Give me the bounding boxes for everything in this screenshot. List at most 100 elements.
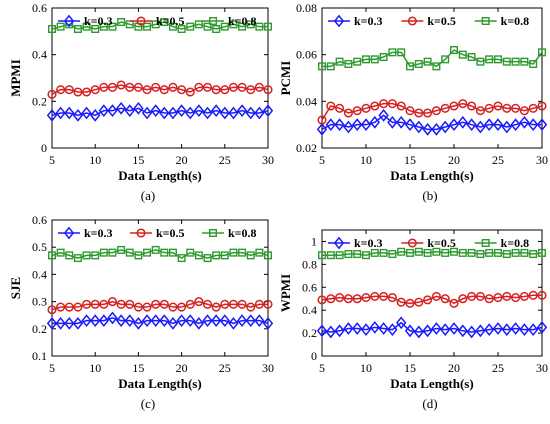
- data-point: [493, 101, 503, 111]
- data-point: [245, 106, 256, 120]
- data-point: [361, 103, 371, 113]
- data-point: [404, 324, 416, 338]
- data-point: [246, 85, 256, 95]
- data-point: [378, 108, 389, 122]
- data-point: [449, 101, 459, 111]
- data-point: [316, 122, 328, 136]
- y-tick-label: 0.1: [32, 349, 47, 363]
- data-point: [334, 324, 345, 338]
- panel-b: 5 10 15 20 25 30 0.02 0.04 0.06 0.08 Data Length(s…: [278, 1, 548, 203]
- panel-d: 5 10 15 20 25 30 0 0.2 0.4 0.6 0.8 1 Data Length(s) W…: [278, 229, 548, 411]
- y-tick-label: 0.4: [32, 267, 47, 281]
- data-point: [185, 87, 195, 97]
- data-point: [203, 22, 212, 31]
- panel-caption: (d): [422, 396, 437, 411]
- legend-entry: k=0.3: [354, 14, 383, 28]
- data-point: [46, 108, 58, 122]
- data-point: [466, 325, 477, 339]
- data-point: [520, 248, 529, 257]
- data-point: [450, 46, 459, 55]
- data-point: [142, 85, 152, 95]
- data-point: [246, 20, 255, 29]
- plot-frame: [51, 7, 269, 149]
- data-point: [143, 248, 152, 257]
- series-k=0.5: [317, 99, 547, 125]
- series-line: [321, 321, 543, 333]
- data-point: [47, 305, 57, 315]
- data-point: [449, 298, 459, 308]
- data-point: [458, 99, 468, 109]
- x-tick-label: 30: [536, 153, 548, 167]
- series-line: [51, 249, 269, 259]
- data-point: [378, 322, 389, 335]
- data-point: [228, 82, 238, 92]
- data-point: [108, 22, 117, 31]
- x-tick-label: 10: [360, 361, 372, 375]
- data-point: [458, 50, 467, 59]
- data-point: [151, 82, 161, 92]
- data-point: [177, 85, 187, 95]
- data-point: [537, 290, 547, 300]
- data-point: [116, 80, 126, 90]
- data-point: [448, 322, 460, 335]
- legend-marker: [136, 228, 146, 238]
- x-tick-label: 10: [360, 153, 372, 167]
- data-point: [55, 316, 66, 330]
- legend-entry: k=0.3: [84, 226, 113, 240]
- data-point: [91, 251, 100, 260]
- data-point: [397, 48, 406, 57]
- data-point: [387, 99, 397, 109]
- series-line: [321, 102, 543, 121]
- data-point: [48, 25, 57, 34]
- data-point: [458, 248, 467, 257]
- data-point: [246, 302, 256, 312]
- data-point: [414, 108, 424, 118]
- data-point: [413, 120, 424, 134]
- y-tick-label: 0.2: [32, 322, 47, 336]
- data-point: [193, 316, 205, 330]
- data-point: [353, 57, 362, 66]
- data-point: [335, 293, 345, 303]
- data-point: [475, 324, 486, 338]
- data-point: [528, 323, 539, 337]
- data-point: [177, 254, 186, 263]
- data-point: [237, 299, 247, 309]
- data-point: [396, 297, 406, 307]
- data-point: [159, 314, 170, 328]
- data-point: [220, 22, 229, 31]
- legend-marker: [481, 17, 490, 26]
- data-point: [343, 294, 353, 304]
- data-point: [423, 295, 433, 305]
- series-line: [322, 49, 543, 68]
- data-point: [352, 322, 363, 335]
- data-point: [406, 248, 415, 257]
- data-point: [56, 302, 66, 312]
- y-tick-label: 0: [41, 141, 47, 155]
- data-point: [387, 115, 398, 129]
- x-tick-label: 5: [319, 361, 325, 375]
- data-point: [151, 245, 160, 254]
- data-point: [318, 62, 327, 71]
- data-point: [150, 104, 161, 118]
- data-point: [370, 55, 379, 64]
- data-point: [73, 87, 83, 97]
- data-point: [335, 103, 345, 113]
- data-point: [431, 106, 441, 116]
- legend-entry: k=0.3: [354, 236, 383, 250]
- data-point: [150, 314, 161, 328]
- data-point: [228, 316, 239, 330]
- data-point: [344, 60, 353, 69]
- data-point: [352, 106, 362, 116]
- data-point: [528, 290, 538, 300]
- data-point: [440, 120, 451, 134]
- data-point: [466, 118, 477, 132]
- data-point: [529, 250, 538, 259]
- data-point: [81, 314, 92, 328]
- data-point: [246, 251, 255, 260]
- data-point: [263, 299, 273, 309]
- data-point: [98, 314, 110, 328]
- data-point: [81, 106, 92, 120]
- series-k=0.8: [318, 46, 547, 71]
- series-k=0.8: [48, 18, 273, 34]
- data-point: [133, 302, 143, 312]
